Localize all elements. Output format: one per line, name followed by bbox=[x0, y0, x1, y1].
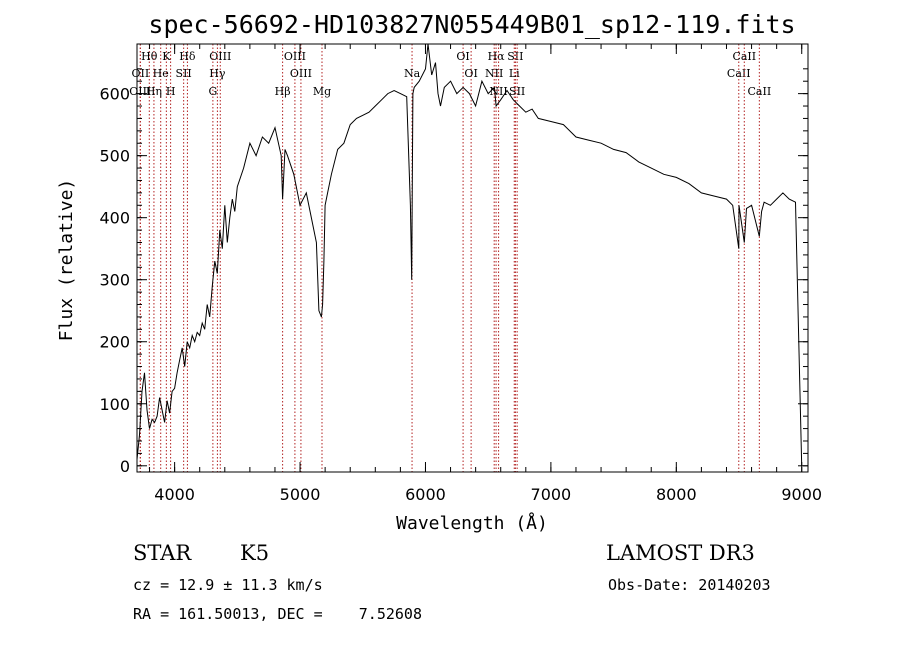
plot-frame bbox=[136, 43, 809, 473]
chart-title: spec-56692-HD103827N055449B01_sp12-119.f… bbox=[148, 10, 795, 39]
ra-dec: RA = 161.50013, DEC = 7.52608 bbox=[133, 605, 422, 623]
line-label: K bbox=[162, 50, 171, 63]
line-label: Hγ bbox=[209, 67, 226, 80]
line-label: CaII bbox=[748, 85, 772, 98]
line-label: OIII bbox=[284, 50, 306, 63]
y-tick-label: 400 bbox=[99, 209, 130, 228]
x-tick-label: 9000 bbox=[781, 485, 822, 504]
line-label: Hβ bbox=[275, 85, 291, 98]
line-label: CaII bbox=[732, 50, 756, 63]
x-tick-label: 8000 bbox=[656, 485, 697, 504]
obs-date: Obs-Date: 20140203 bbox=[608, 576, 771, 594]
x-axis: 4000 5000 6000 7000 8000 9000 bbox=[149, 44, 822, 504]
x-tick-label: 6000 bbox=[405, 485, 446, 504]
line-label: OI bbox=[456, 50, 469, 63]
line-label: CaII bbox=[727, 67, 751, 80]
line-label: SII bbox=[507, 50, 523, 63]
line-label: Mg bbox=[313, 85, 331, 98]
y-tick-label: 200 bbox=[99, 333, 130, 352]
x-tick-label: 4000 bbox=[154, 485, 195, 504]
line-label: OI bbox=[464, 67, 477, 80]
x-axis-label: Wavelength (Å) bbox=[396, 512, 548, 534]
line-label: OIII bbox=[129, 85, 151, 98]
y-tick-label: 600 bbox=[99, 85, 130, 104]
line-label: Hη bbox=[146, 85, 162, 98]
line-label: H bbox=[166, 85, 176, 98]
line-label: SII bbox=[176, 67, 192, 80]
y-tick-label: 0 bbox=[120, 457, 130, 476]
line-label: OIII bbox=[290, 67, 312, 80]
survey-name: LAMOST DR3 bbox=[606, 541, 755, 565]
y-tick-label: 500 bbox=[99, 147, 130, 166]
line-label: SII bbox=[509, 85, 525, 98]
line-label: Li bbox=[509, 67, 520, 80]
y-tick-label: 300 bbox=[99, 271, 130, 290]
line-label: OIII bbox=[209, 50, 231, 63]
line-label: Hθ bbox=[141, 50, 158, 63]
line-label: G bbox=[208, 85, 217, 98]
x-tick-label: 7000 bbox=[531, 485, 572, 504]
redshift-velocity: cz = 12.9 ± 11.3 km/s bbox=[133, 576, 323, 594]
flux-series bbox=[136, 43, 803, 466]
y-axis-label: Flux (relative) bbox=[56, 179, 77, 342]
object-subclass: K5 bbox=[240, 541, 269, 565]
object-class: STAR bbox=[133, 541, 192, 565]
line-label: Hα bbox=[488, 50, 506, 63]
line-label: Na bbox=[404, 67, 421, 80]
flux-line bbox=[136, 43, 803, 466]
y-axis: 0 100 200 300 400 500 600 bbox=[99, 68, 808, 476]
line-label: NII bbox=[485, 67, 503, 80]
line-label: He bbox=[153, 67, 169, 80]
line-label: NII bbox=[489, 85, 507, 98]
x-tick-label: 5000 bbox=[280, 485, 321, 504]
line-label: Hδ bbox=[179, 50, 196, 63]
y-tick-label: 100 bbox=[99, 395, 130, 414]
